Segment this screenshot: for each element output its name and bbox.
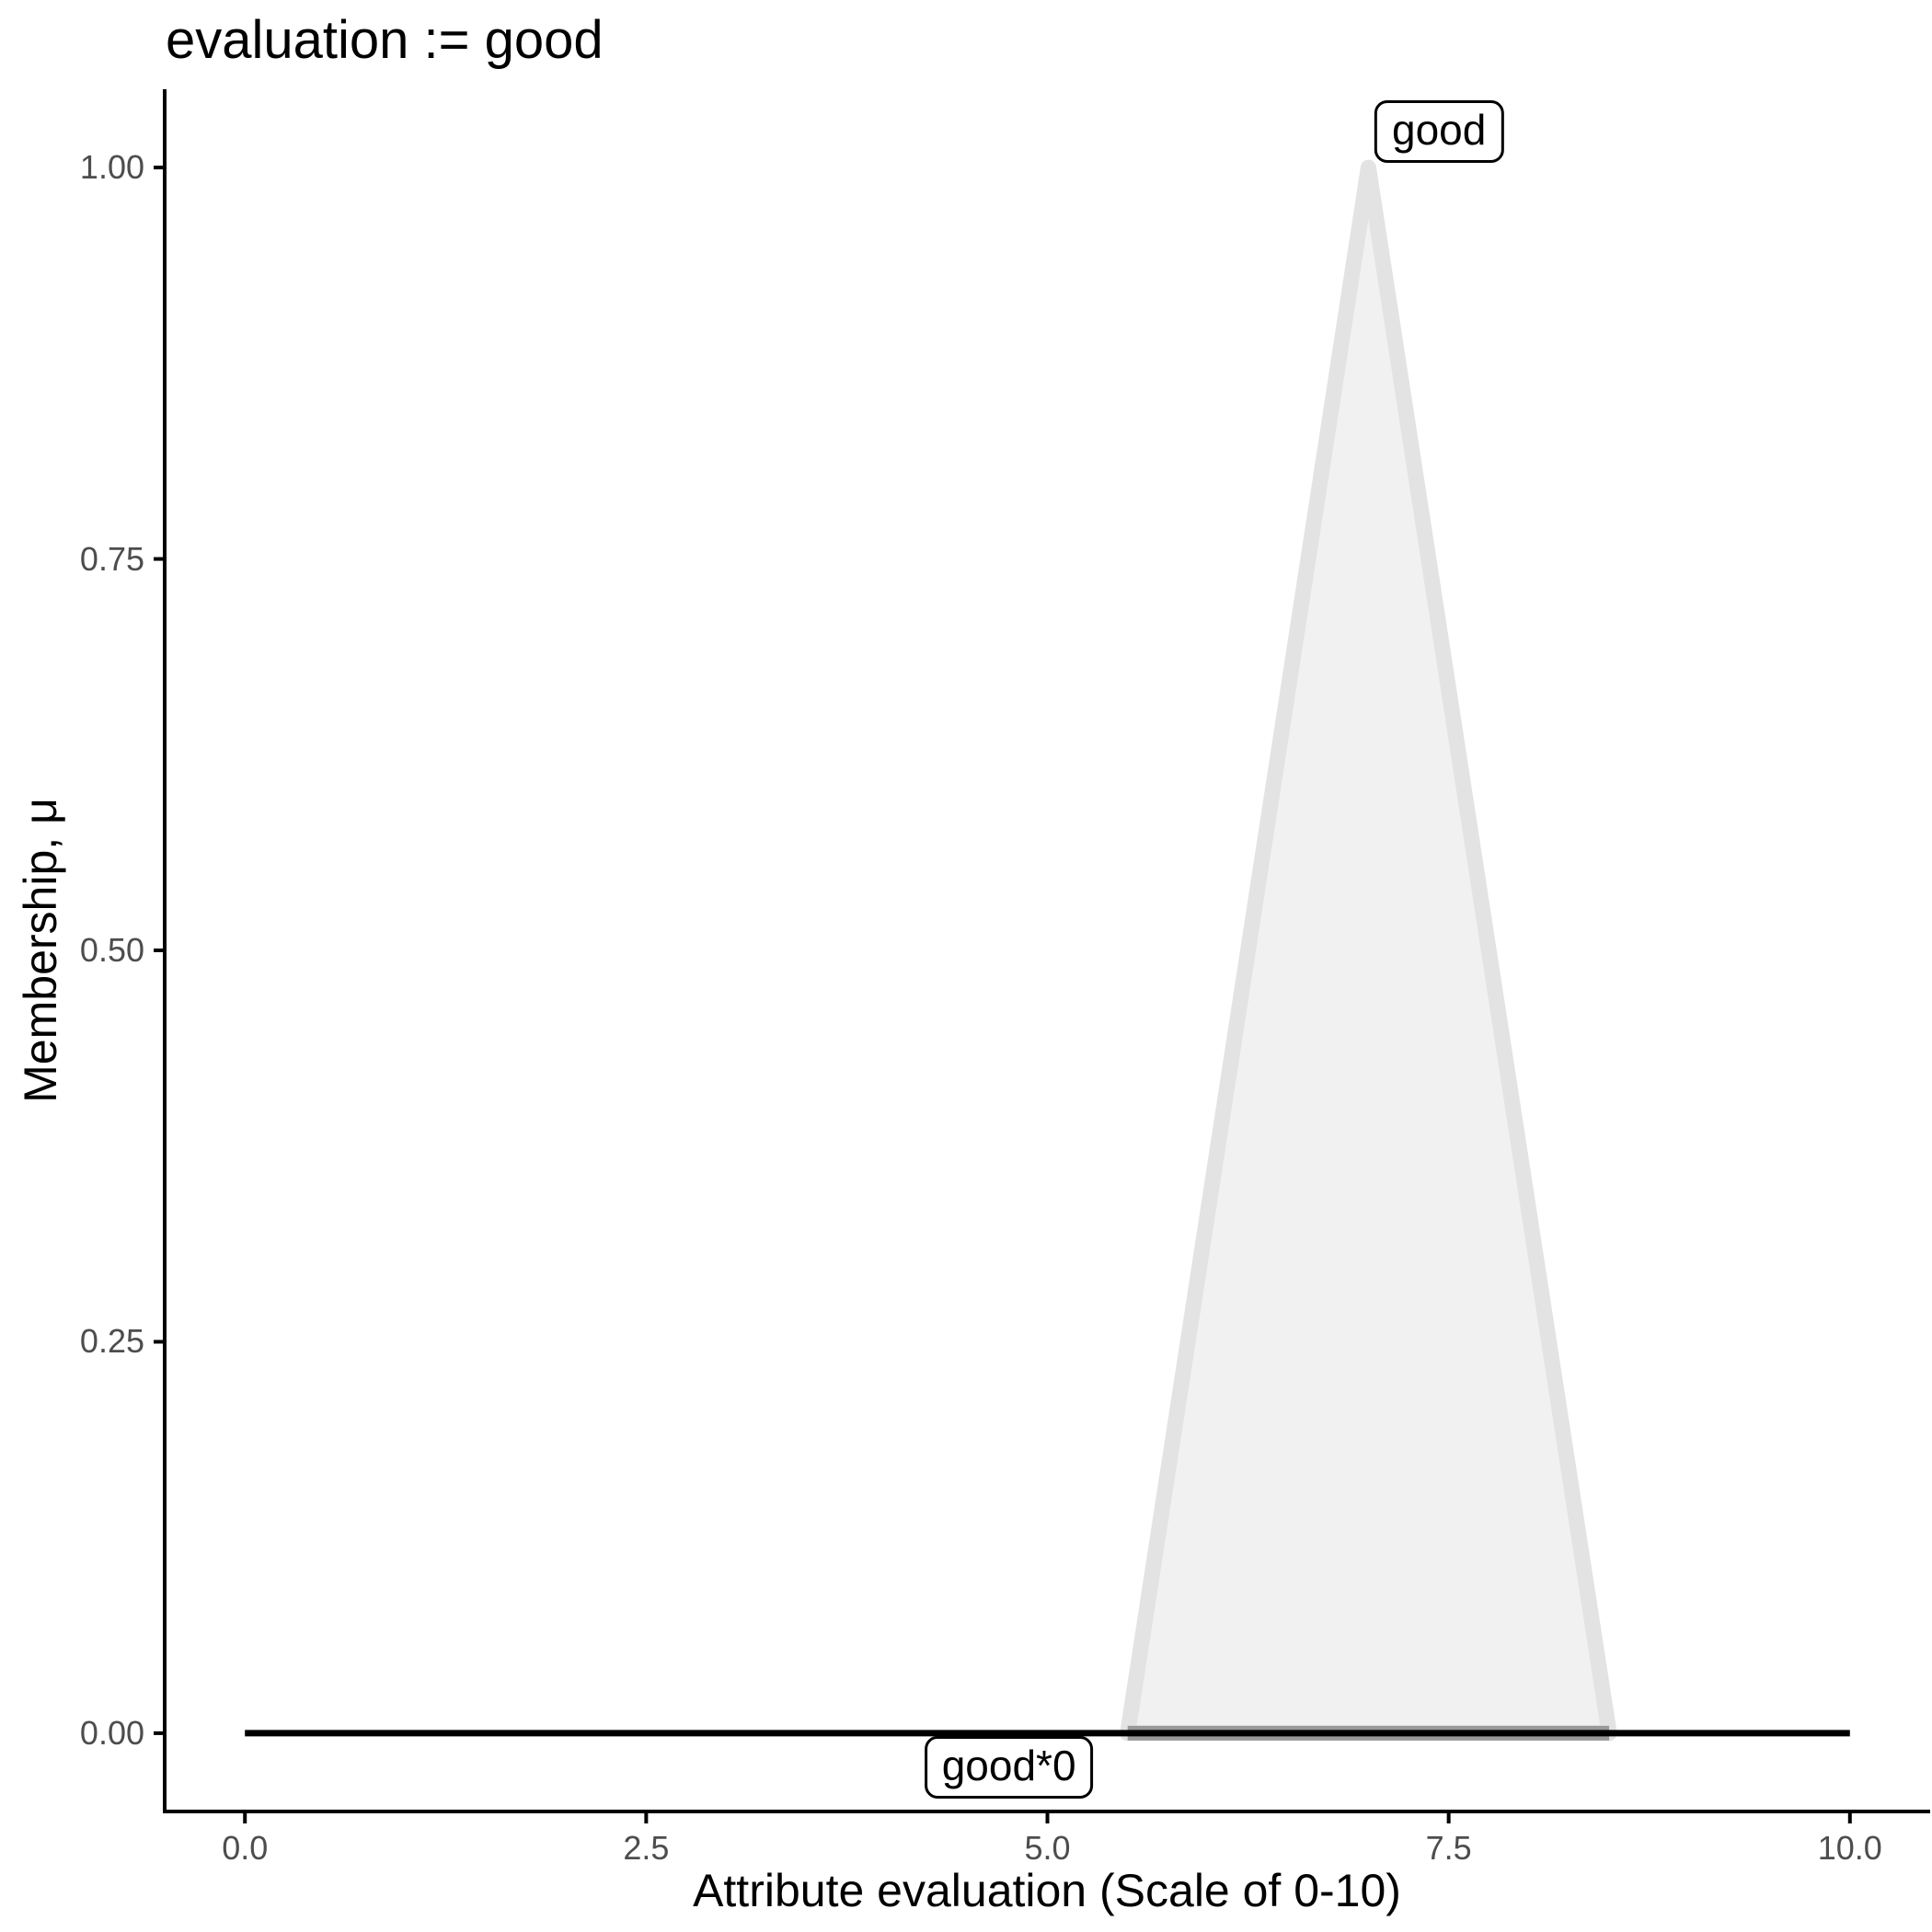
annotation-good-times-zero: good*0	[924, 1736, 1094, 1800]
y-tick-label-0.00: 0.00	[79, 1713, 144, 1752]
membership-area-good	[1120, 159, 1617, 1742]
y-tick-label-0.50: 0.50	[79, 931, 144, 969]
x-tick-label-7.5: 7.5	[1425, 1829, 1472, 1867]
x-axis-title: Attribute evaluation (Scale of 0-10)	[693, 1865, 1401, 1916]
x-tick-label-5.0: 5.0	[1024, 1829, 1071, 1867]
annotation-good: good	[1374, 99, 1504, 163]
y-tick-label-1.00: 1.00	[79, 148, 144, 187]
plot-title: evaluation := good	[166, 10, 604, 70]
x-tick-label-2.5: 2.5	[623, 1829, 670, 1867]
y-tick-label-0.75: 0.75	[79, 539, 144, 578]
y-tick-label-0.25: 0.25	[79, 1322, 144, 1361]
x-tick-label-0.0: 0.0	[222, 1829, 269, 1867]
x-tick-label-10.0: 10.0	[1817, 1829, 1882, 1867]
